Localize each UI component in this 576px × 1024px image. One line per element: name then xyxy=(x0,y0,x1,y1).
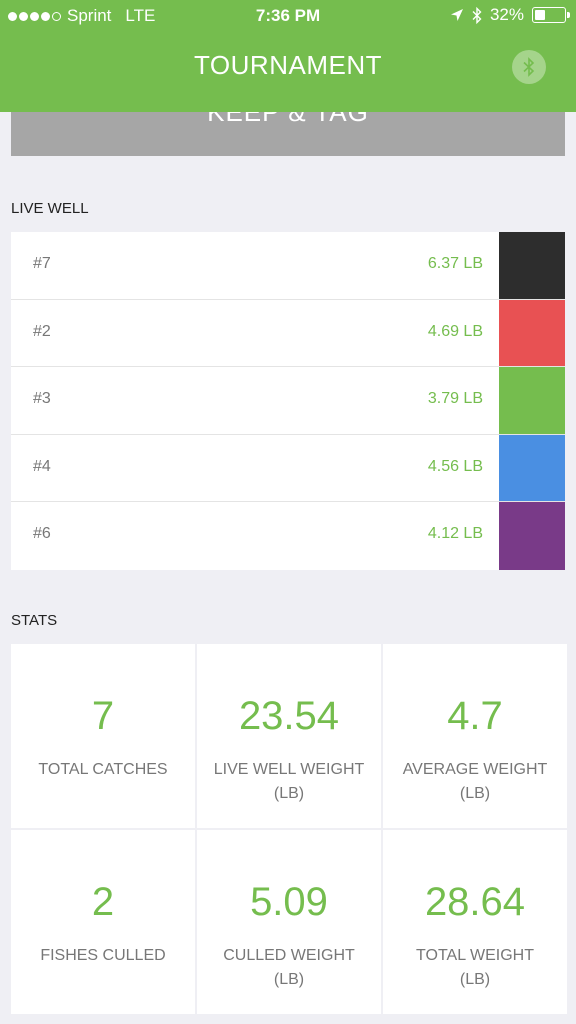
stat-unit: (LB) xyxy=(273,785,305,802)
stat-label-text: AVERAGE WEIGHT xyxy=(402,761,548,778)
carrier-name: Sprint xyxy=(67,6,112,25)
fish-color-tag xyxy=(499,367,565,434)
stat-value: 7 xyxy=(91,694,115,738)
stat-value: 4.7 xyxy=(447,694,503,738)
fish-color-tag xyxy=(499,434,565,501)
status-right: 32% xyxy=(450,5,570,25)
stat-label-text: TOTAL CATCHES xyxy=(38,761,168,778)
live-well-row[interactable]: #4 4.56 LB xyxy=(11,434,565,502)
stat-cell: 5.09 CULLED WEIGHT (LB) xyxy=(197,830,381,1014)
stat-label-text: FISHES CULLED xyxy=(40,947,166,964)
stat-unit: (LB) xyxy=(459,971,491,988)
stat-label: FISHES CULLED xyxy=(11,944,195,968)
fish-id: #7 xyxy=(33,255,51,272)
stat-cell: 28.64 TOTAL WEIGHT (LB) xyxy=(383,830,567,1014)
stat-label-text: LIVE WELL WEIGHT xyxy=(213,761,365,778)
live-well-row[interactable]: #6 4.12 LB xyxy=(11,502,565,570)
stat-unit: (LB) xyxy=(273,971,305,988)
app-header: Sprint LTE 7:36 PM 32% TOURNAMENT xyxy=(0,0,576,112)
stat-value: 28.64 xyxy=(424,880,526,924)
stat-label: TOTAL WEIGHT (LB) xyxy=(383,944,567,992)
status-left: Sprint LTE xyxy=(8,6,155,26)
status-bar: Sprint LTE 7:36 PM 32% xyxy=(0,0,576,32)
stat-label-text: TOTAL WEIGHT xyxy=(416,947,534,964)
live-well-row[interactable]: #2 4.69 LB xyxy=(11,299,565,367)
keep-and-tag-button[interactable]: KEEP & TAG xyxy=(11,112,565,156)
stat-value: 5.09 xyxy=(250,880,328,924)
keep-and-tag-label: KEEP & TAG xyxy=(207,112,369,127)
fish-weight: 4.69 LB xyxy=(427,322,483,340)
stats-heading: STATS xyxy=(11,612,58,629)
fish-color-tag xyxy=(499,502,565,570)
stat-label-text: CULLED WEIGHT xyxy=(223,947,355,964)
stat-cell: 23.54 LIVE WELL WEIGHT (LB) xyxy=(197,644,381,828)
battery-percent: 32% xyxy=(489,5,524,24)
fish-id: #4 xyxy=(33,457,51,475)
bluetooth-icon xyxy=(523,57,535,77)
signal-strength-icon xyxy=(8,11,61,21)
location-arrow-icon xyxy=(450,9,463,21)
fish-weight: 4.56 LB xyxy=(427,457,483,475)
stat-label: AVERAGE WEIGHT (LB) xyxy=(383,758,567,806)
live-well-list: #7 6.37 LB #2 4.69 LB #3 3.79 LB #4 4.56 LB #6 4.… xyxy=(11,232,565,570)
fish-weight: 4.12 LB xyxy=(427,525,483,542)
stat-label: TOTAL CATCHES xyxy=(11,758,195,782)
stat-unit: (LB) xyxy=(459,785,491,802)
fish-weight: 3.79 LB xyxy=(427,390,483,407)
fish-id: #6 xyxy=(33,525,51,542)
battery-icon xyxy=(532,7,570,23)
bluetooth-button[interactable] xyxy=(512,50,546,84)
fish-id: #3 xyxy=(33,390,51,407)
live-well-heading: LIVE WELL xyxy=(11,200,89,217)
stat-label: CULLED WEIGHT (LB) xyxy=(197,944,381,992)
stat-label: LIVE WELL WEIGHT (LB) xyxy=(197,758,381,806)
stat-cell: 4.7 AVERAGE WEIGHT (LB) xyxy=(383,644,567,828)
stat-cell: 7 TOTAL CATCHES xyxy=(11,644,195,828)
stats-grid: 7 TOTAL CATCHES 23.54 LIVE WELL WEIGHT (LB) 4… xyxy=(11,644,567,1014)
live-well-row[interactable]: #3 3.79 LB xyxy=(11,367,565,435)
fish-color-tag xyxy=(499,232,565,299)
fish-color-tag xyxy=(499,299,565,366)
page-title: TOURNAMENT xyxy=(194,50,382,80)
network-type: LTE xyxy=(125,6,156,25)
stat-value: 23.54 xyxy=(238,694,340,738)
fish-id: #2 xyxy=(33,322,51,340)
fish-weight: 6.37 LB xyxy=(427,255,483,272)
bluetooth-status-icon xyxy=(472,6,482,24)
status-time: 7:36 PM xyxy=(255,6,321,25)
stat-value: 2 xyxy=(91,880,115,924)
live-well-row[interactable]: #7 6.37 LB xyxy=(11,232,565,300)
stat-cell: 2 FISHES CULLED xyxy=(11,830,195,1014)
